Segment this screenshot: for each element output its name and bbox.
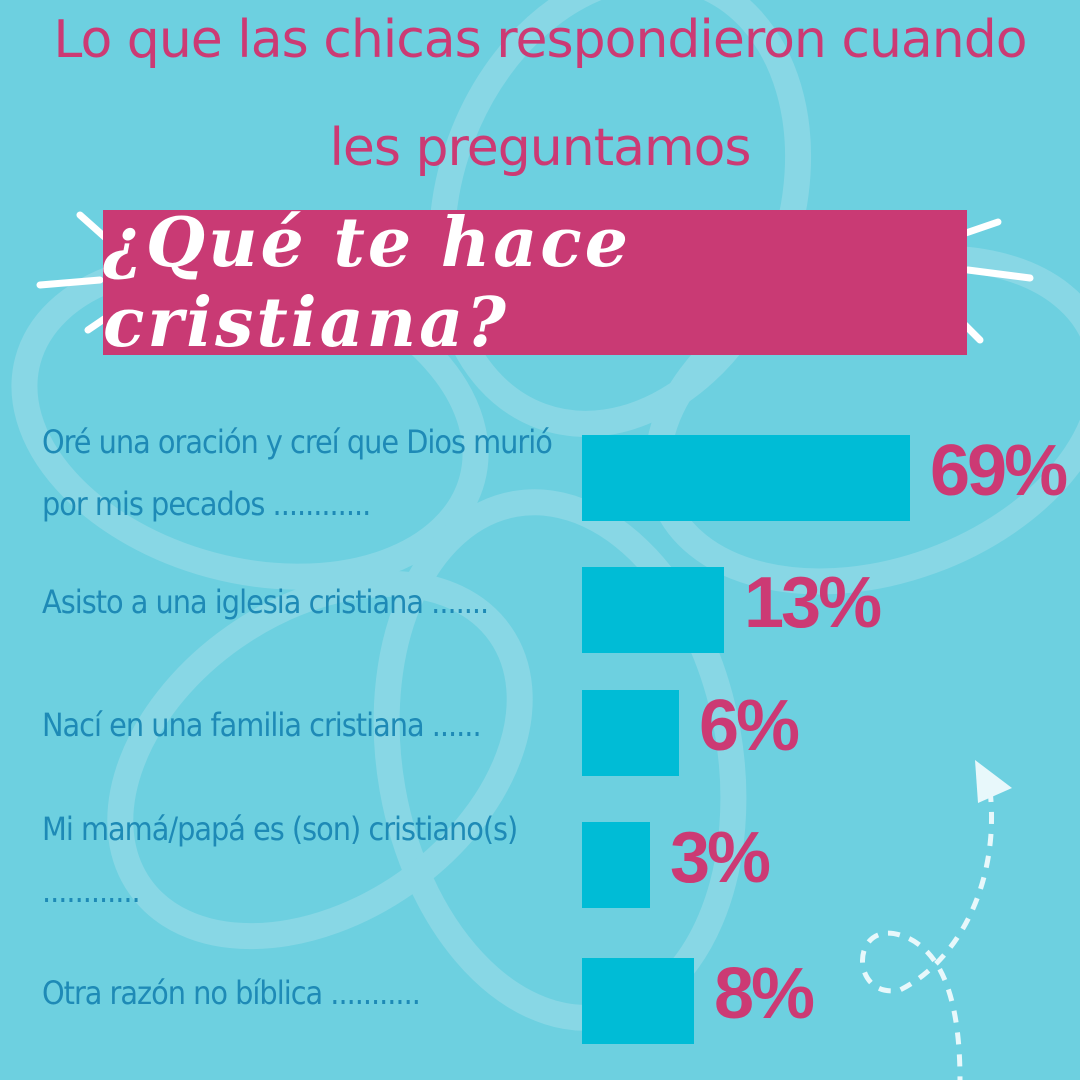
bar-label: Otra razón no bíblica ...........: [42, 974, 421, 1012]
bar: [582, 690, 679, 776]
bar-label: Asisto a una iglesia cristiana .......: [42, 583, 489, 621]
bar: [582, 822, 650, 908]
bar-label: Nací en una familia cristiana ......: [42, 706, 482, 744]
value-label: 13%: [744, 563, 882, 643]
title-line-1: Lo que las chicas respondieron cuando: [53, 10, 1027, 70]
title-line-2: les preguntamos: [329, 118, 751, 178]
bar: [582, 567, 724, 653]
bar-label: Oré una oración y creí que Dios murió po…: [42, 423, 553, 523]
value-label: 6%: [699, 686, 800, 766]
bar: [582, 958, 694, 1044]
bar-label: Mi mamá/papá es (son) cristiano(s) .....…: [42, 810, 518, 910]
arrow-head-icon: [975, 760, 1012, 803]
value-label: 69%: [930, 431, 1068, 511]
dashed-arrow-icon: [860, 789, 994, 1080]
question-banner: ¿Qué te hace cristiana?: [103, 203, 967, 363]
question-text: ¿Qué te hace cristiana?: [103, 202, 631, 363]
bar: [582, 435, 910, 521]
value-label: 8%: [714, 954, 815, 1034]
value-label: 3%: [670, 818, 771, 898]
